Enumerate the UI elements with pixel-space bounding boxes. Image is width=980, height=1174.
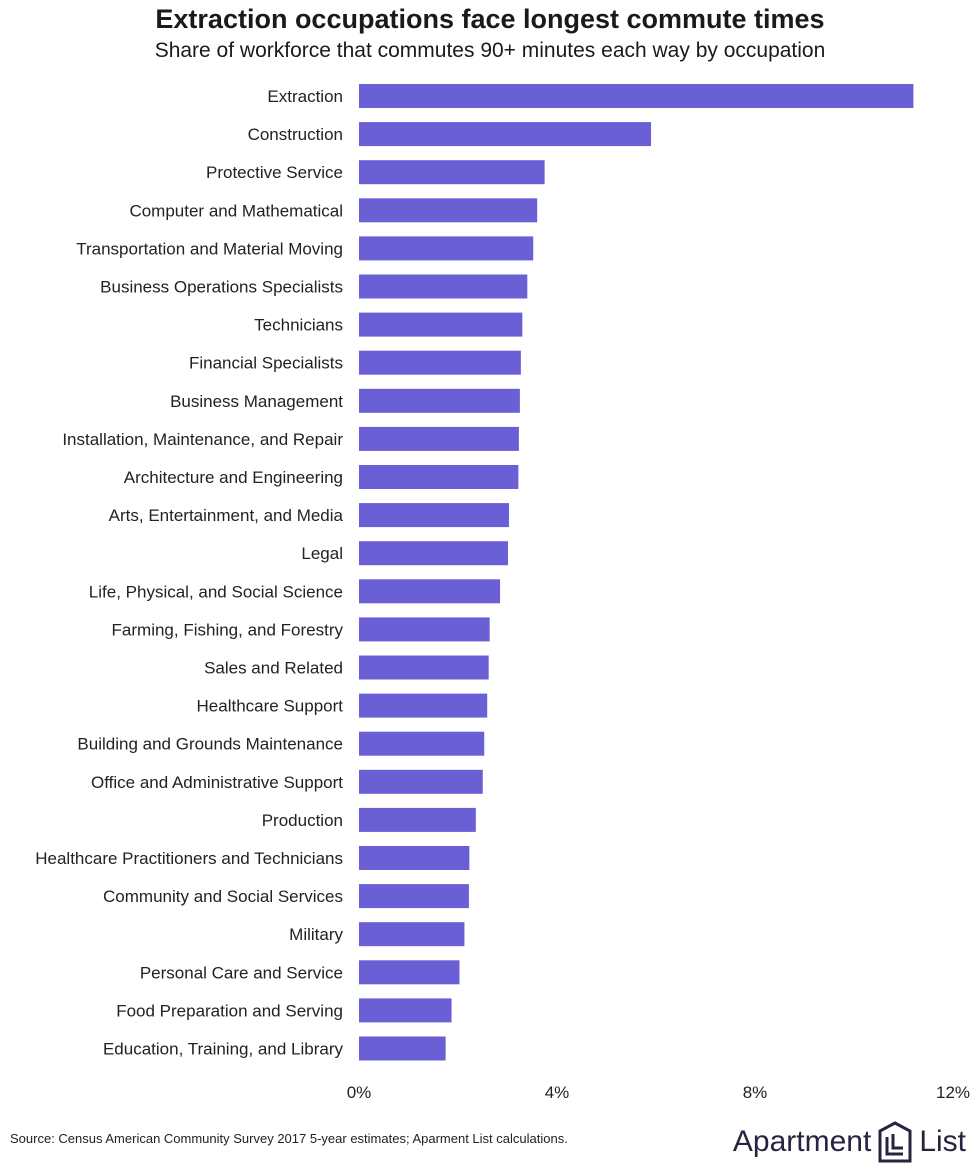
bar: [359, 655, 489, 680]
category-label: Legal: [301, 544, 343, 563]
bar: [359, 769, 483, 794]
bar: [359, 731, 485, 756]
bar: [359, 503, 509, 528]
x-tick-label: 8%: [743, 1083, 768, 1102]
category-label: Sales and Related: [204, 659, 343, 678]
bar: [359, 198, 538, 223]
bar: [359, 274, 528, 299]
bar: [359, 122, 652, 147]
bar: [359, 465, 519, 489]
category-label: Healthcare Practitioners and Technicians: [35, 849, 343, 868]
category-label: Military: [289, 925, 343, 944]
category-label: Technicians: [254, 316, 343, 335]
category-label: Farming, Fishing, and Forestry: [112, 620, 344, 639]
category-label: Financial Specialists: [189, 354, 343, 373]
x-tick-label: 12%: [936, 1083, 970, 1102]
bar: [359, 960, 460, 985]
bar: [359, 160, 545, 185]
category-label: Community and Social Services: [103, 887, 343, 906]
bar: [359, 312, 523, 337]
bar: [359, 579, 501, 604]
source-note: Source: Census American Community Survey…: [10, 1131, 568, 1146]
bar: [359, 807, 476, 832]
bar: [359, 541, 508, 566]
apartment-list-logo[interactable]: Apartment List: [733, 1121, 966, 1163]
x-tick-label: 4%: [545, 1083, 570, 1102]
category-label: Food Preparation and Serving: [116, 1001, 343, 1020]
bar: [359, 236, 534, 261]
category-label: Computer and Mathematical: [129, 201, 343, 220]
bar: [359, 884, 469, 909]
bar: [359, 998, 452, 1023]
bar: [359, 693, 488, 718]
category-label: Office and Administrative Support: [91, 773, 343, 792]
category-label: Construction: [248, 125, 343, 144]
category-label: Healthcare Support: [197, 697, 344, 716]
chart-subtitle: Share of workforce that commutes 90+ min…: [154, 39, 826, 62]
category-label: Business Management: [170, 392, 343, 411]
bar: [359, 426, 519, 451]
brand-name-left: Apartment: [732, 1125, 872, 1158]
category-label: Life, Physical, and Social Science: [89, 582, 343, 601]
bar: [359, 617, 490, 642]
chart-title: Extraction occupations face longest comm…: [155, 4, 825, 34]
category-label: Business Operations Specialists: [100, 278, 343, 297]
category-label: Architecture and Engineering: [124, 468, 343, 487]
category-label: Education, Training, and Library: [103, 1040, 344, 1059]
category-label: Extraction: [267, 87, 343, 106]
bar: [359, 350, 521, 375]
x-tick-label: 0%: [347, 1083, 372, 1102]
category-label: Installation, Maintenance, and Repair: [62, 430, 343, 449]
building-logo-icon: [878, 1121, 912, 1163]
category-label: Arts, Entertainment, and Media: [109, 506, 344, 525]
category-label: Personal Care and Service: [140, 963, 343, 982]
category-label: Transportation and Material Moving: [76, 239, 343, 258]
bar: [359, 922, 465, 947]
category-label: Building and Grounds Maintenance: [77, 735, 343, 754]
bar: [359, 1036, 446, 1061]
bar-chart: Extraction Construction Protective Service…: [35, 84, 970, 1102]
brand-name-right: List: [919, 1125, 966, 1158]
bar: [359, 388, 520, 413]
category-label: Protective Service: [206, 163, 343, 182]
category-label: Production: [262, 811, 343, 830]
bar: [359, 84, 914, 108]
bar: [359, 846, 470, 870]
